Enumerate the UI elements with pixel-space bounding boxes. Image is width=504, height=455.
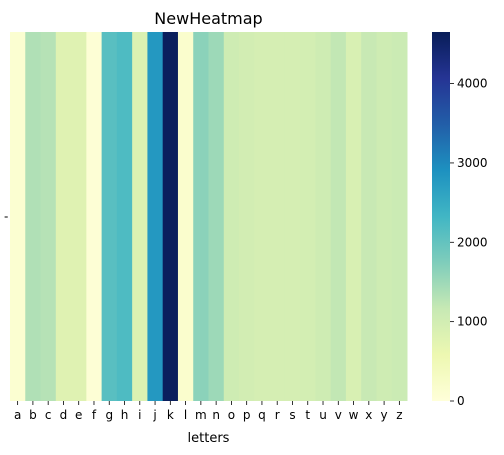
x-tick-label-e: e (75, 408, 82, 422)
heatmap-cell-q (254, 32, 271, 401)
x-tick-label-o: o (228, 408, 235, 422)
x-tick-label-n: n (212, 408, 220, 422)
y-tick-label: - (4, 210, 8, 224)
heatmap-cell-e (71, 32, 87, 401)
x-tick-label-j: j (152, 408, 156, 422)
x-tick-label-a: a (14, 408, 21, 422)
heatmap-cell-a (10, 32, 26, 401)
heatmap-cell-m (193, 32, 209, 401)
heatmap-cell-s (284, 32, 301, 401)
x-tick-label-p: p (243, 408, 251, 422)
heatmap-cell-d (55, 32, 72, 401)
x-tick-label-k: k (167, 408, 174, 422)
heatmap-cell-f (86, 32, 103, 401)
x-tick-label-x: x (365, 408, 372, 422)
x-tick-label-d: d (60, 408, 68, 422)
colorbar-tick-label-4000: 4000 (457, 77, 488, 91)
heatmap-cell-g (101, 32, 118, 401)
x-tick-label-r: r (275, 408, 280, 422)
x-tick-label-f: f (92, 408, 97, 422)
x-tick-label-b: b (29, 408, 37, 422)
heatmap-cell-j (147, 32, 164, 401)
y-axis-ticks: - (4, 210, 8, 224)
colorbar-tick-label-1000: 1000 (457, 315, 488, 329)
colorbar-tick-label-3000: 3000 (457, 156, 488, 170)
heatmap-cells (10, 32, 408, 401)
x-tick-label-t: t (305, 408, 310, 422)
heatmap-cell-t (300, 32, 316, 401)
x-tick-label-q: q (258, 408, 266, 422)
heatmap-cell-r (269, 32, 286, 401)
x-tick-label-s: s (289, 408, 295, 422)
x-tick-label-y: y (381, 408, 388, 422)
x-tick-label-c: c (45, 408, 52, 422)
heatmap-cell-u (315, 32, 332, 401)
colorbar-tick-label-2000: 2000 (457, 235, 488, 249)
heatmap-cell-y (376, 32, 393, 401)
x-tick-label-h: h (121, 408, 129, 422)
heatmap-cell-h (116, 32, 133, 401)
heatmap-cell-v (330, 32, 347, 401)
heatmap-cell-k (162, 32, 179, 401)
heatmap-cell-w (345, 32, 362, 401)
colorbar: 0 1000 2000 3000 4000 (432, 32, 488, 408)
heatmap-cell-x (361, 32, 377, 401)
x-axis-label: letters (188, 431, 230, 446)
heatmap-cell-z (391, 32, 408, 401)
heatmap-cell-l (177, 32, 194, 401)
chart-title: NewHeatmap (154, 9, 262, 28)
heatmap-cell-o (223, 32, 240, 401)
x-tick-label-w: w (349, 408, 359, 422)
heatmap-cell-i (132, 32, 148, 401)
heatmap-cell-b (25, 32, 42, 401)
x-tick-label-v: v (335, 408, 342, 422)
x-tick-label-u: u (319, 408, 327, 422)
x-tick-label-g: g (105, 408, 113, 422)
heatmap-cell-p (239, 32, 255, 401)
x-tick-label-l: l (184, 408, 187, 422)
x-tick-label-z: z (396, 408, 402, 422)
x-tick-label-m: m (195, 408, 207, 422)
colorbar-gradient (432, 32, 450, 401)
x-tick-label-i: i (138, 408, 141, 422)
heatmap-cell-n (208, 32, 225, 401)
colorbar-tick-label-0: 0 (457, 394, 465, 408)
heatmap-cell-c (40, 32, 57, 401)
